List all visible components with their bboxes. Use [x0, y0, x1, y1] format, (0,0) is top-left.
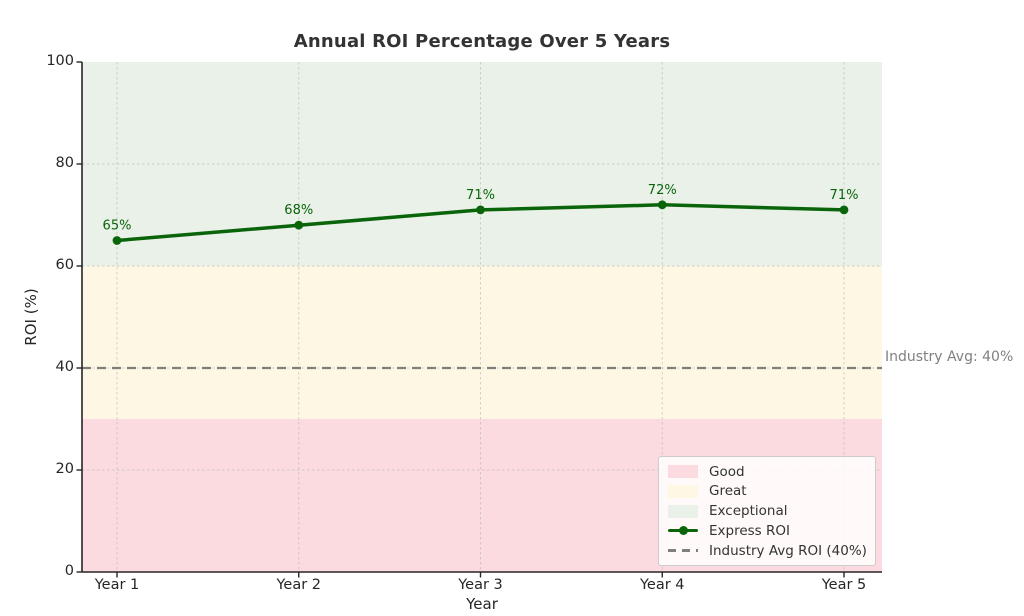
y-tick-label: 80 — [55, 155, 74, 171]
legend-patch-swatch — [668, 465, 698, 478]
legend-label: Express ROI — [709, 522, 790, 539]
data-point-marker — [839, 205, 849, 215]
legend-item-express-roi: Express ROI — [668, 522, 866, 539]
legend-item-industry-avg-roi-40: Industry Avg ROI (40%) — [668, 542, 867, 559]
data-point-label: 71% — [466, 188, 495, 203]
legend-item-good: Good — [668, 463, 866, 480]
data-point-label: 65% — [103, 219, 132, 234]
x-tick-label: Year 2 — [276, 577, 322, 593]
y-axis-label: ROI (%) — [22, 288, 40, 346]
data-point-label: 71% — [830, 188, 859, 203]
legend-label: Exceptional — [709, 503, 788, 519]
data-point-marker — [112, 236, 122, 245]
legend-label: Great — [709, 483, 747, 500]
x-tick-label: Year 1 — [94, 577, 140, 593]
legend-patch-swatch — [668, 484, 698, 498]
band-great — [82, 266, 882, 419]
data-point-label: 68% — [284, 203, 313, 218]
legend-dashed-line — [668, 549, 698, 552]
legend-item-great: Great — [668, 483, 866, 500]
y-tick-label: 40 — [55, 359, 74, 375]
legend: Good Great Exceptional Express ROI Industry … — [658, 456, 876, 566]
legend-dashed-line-swatch — [668, 544, 698, 557]
data-point-label: 72% — [648, 183, 677, 198]
y-tick-label: 60 — [55, 257, 74, 273]
data-point-marker — [657, 200, 667, 210]
legend-label: Good — [709, 463, 745, 480]
x-tick-label: Year 4 — [639, 577, 685, 593]
data-point-marker — [476, 205, 485, 215]
legend-patch-swatch — [668, 504, 698, 518]
chart-title: Annual ROI Percentage Over 5 Years — [293, 31, 671, 52]
industry-avg-annotation: Industry Avg: 40% — [885, 349, 1014, 365]
y-tick-label: 0 — [64, 563, 74, 579]
legend-marker-dot — [678, 526, 688, 536]
legend-label: Industry Avg ROI (40%) — [709, 542, 867, 559]
plot-area: 65% 68% 71% 72% 71% — [76, 61, 882, 578]
legend-item-exceptional: Exceptional — [668, 503, 866, 519]
x-tick-label: Year 3 — [458, 577, 503, 593]
y-tick-label: 20 — [55, 461, 74, 477]
data-point-marker — [294, 220, 304, 230]
x-tick-label: Year 5 — [821, 577, 867, 593]
y-tick-label: 100 — [46, 53, 74, 69]
x-axis-label: Year — [466, 595, 498, 613]
legend-line-marker-swatch — [668, 524, 698, 537]
